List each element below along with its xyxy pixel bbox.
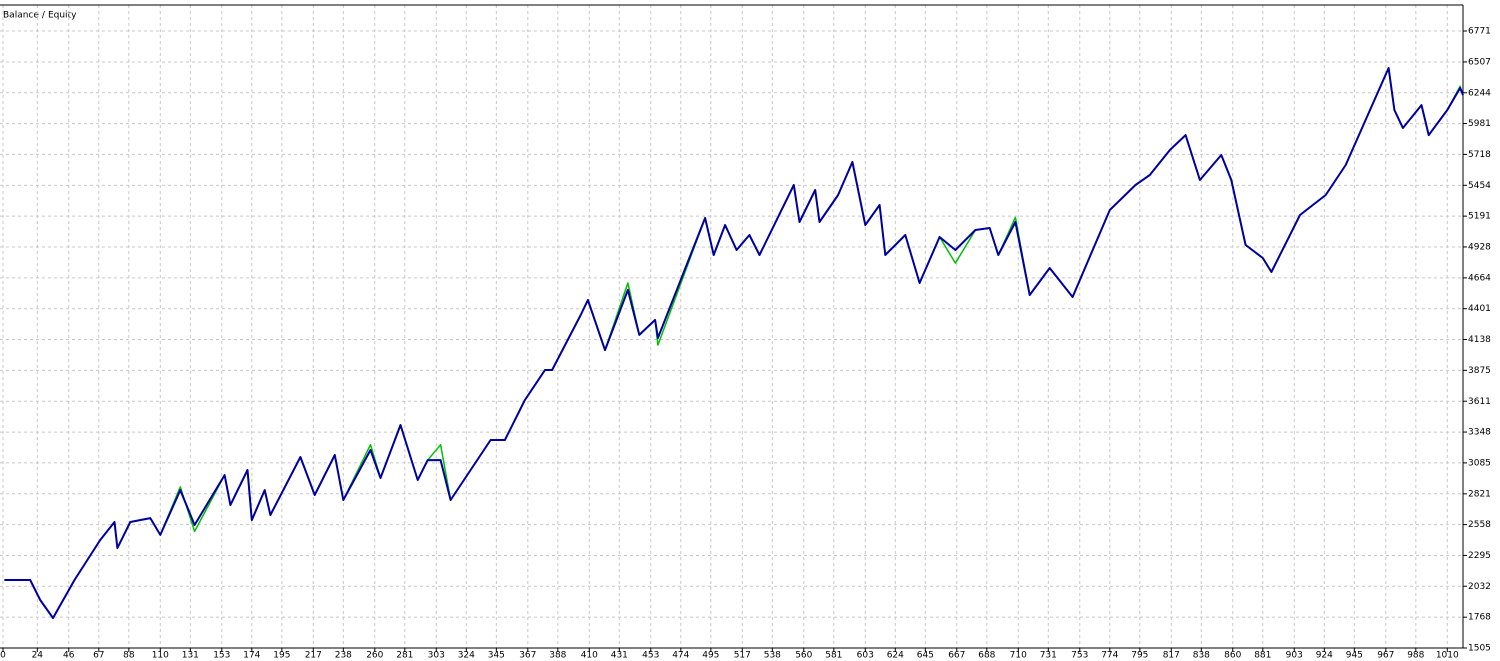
x-tick-label: 453 (642, 651, 659, 661)
y-tick-label: 6771 (1468, 27, 1491, 37)
y-tick-label: 2032 (1468, 582, 1491, 592)
x-tick-label: 710 (1010, 651, 1027, 661)
x-tick-label: 0 (0, 651, 6, 661)
x-tick-label: 753 (1071, 651, 1088, 661)
x-tick-label: 560 (795, 651, 812, 661)
y-tick-label: 2821 (1468, 489, 1491, 499)
x-tick-label: 603 (857, 651, 874, 661)
x-tick-label: 988 (1407, 651, 1424, 661)
y-tick-label: 4401 (1468, 304, 1491, 314)
x-tick-label: 46 (63, 651, 75, 661)
x-tick-label: 688 (978, 651, 995, 661)
x-tick-label: 838 (1193, 651, 1210, 661)
y-tick-label: 3611 (1468, 397, 1491, 407)
y-tick-label: 5454 (1468, 181, 1491, 191)
x-tick-label: 110 (152, 651, 169, 661)
x-tick-label: 388 (549, 651, 566, 661)
x-tick-label: 581 (825, 651, 842, 661)
x-tick-label: 1010 (1436, 651, 1459, 661)
legend-separator: / (42, 11, 46, 21)
y-tick-label: 1505 (1468, 644, 1491, 654)
x-tick-label: 667 (948, 651, 965, 661)
x-tick-label: 131 (182, 651, 199, 661)
x-tick-label: 924 (1316, 651, 1333, 661)
y-tick-label: 6244 (1468, 88, 1491, 98)
y-tick-label: 4664 (1468, 273, 1491, 283)
x-tick-label: 431 (611, 651, 628, 661)
x-tick-label: 281 (396, 651, 413, 661)
x-tick-label: 774 (1101, 651, 1118, 661)
y-tick-label: 5981 (1468, 119, 1491, 129)
x-tick-label: 303 (428, 651, 445, 661)
y-tick-label: 2295 (1468, 551, 1491, 561)
x-tick-label: 174 (243, 651, 260, 661)
x-tick-label: 367 (519, 651, 536, 661)
x-tick-label: 67 (93, 651, 104, 661)
x-tick-label: 345 (488, 651, 505, 661)
x-tick-label: 238 (335, 651, 352, 661)
x-tick-label: 903 (1286, 651, 1303, 661)
x-tick-label: 153 (213, 651, 230, 661)
x-tick-label: 731 (1040, 651, 1057, 661)
y-tick-label: 3875 (1468, 366, 1491, 376)
y-tick-label: 1768 (1468, 613, 1491, 623)
x-tick-label: 881 (1254, 651, 1271, 661)
y-tick-label: 4928 (1468, 242, 1491, 252)
x-tick-label: 88 (123, 651, 135, 661)
x-tick-label: 645 (917, 651, 934, 661)
x-tick-label: 624 (887, 651, 904, 661)
x-tick-label: 517 (734, 651, 751, 661)
x-tick-label: 860 (1224, 651, 1241, 661)
x-tick-label: 945 (1346, 651, 1363, 661)
x-tick-label: 410 (581, 651, 598, 661)
y-tick-label: 3348 (1468, 428, 1491, 438)
x-tick-label: 195 (273, 651, 290, 661)
y-tick-label: 6507 (1468, 57, 1491, 67)
y-tick-label: 2558 (1468, 520, 1491, 530)
x-tick-label: 324 (458, 651, 475, 661)
y-tick-label: 4138 (1468, 335, 1491, 345)
x-tick-label: 795 (1131, 651, 1148, 661)
x-tick-label: 260 (366, 651, 383, 661)
x-tick-label: 24 (32, 651, 44, 661)
y-tick-label: 3085 (1468, 458, 1491, 468)
x-tick-label: 538 (764, 651, 781, 661)
x-tick-label: 217 (305, 651, 322, 661)
series-line (4, 67, 1464, 619)
legend-balance: Balance (3, 11, 39, 21)
x-tick-label: 817 (1163, 651, 1180, 661)
y-tick-label: 5191 (1468, 212, 1491, 222)
x-tick-label: 474 (672, 651, 689, 661)
y-tick-label: 5718 (1468, 150, 1491, 160)
legend-equity: Equity (48, 11, 77, 21)
x-tick-label: 967 (1377, 651, 1394, 661)
x-tick-label: 495 (702, 651, 719, 661)
